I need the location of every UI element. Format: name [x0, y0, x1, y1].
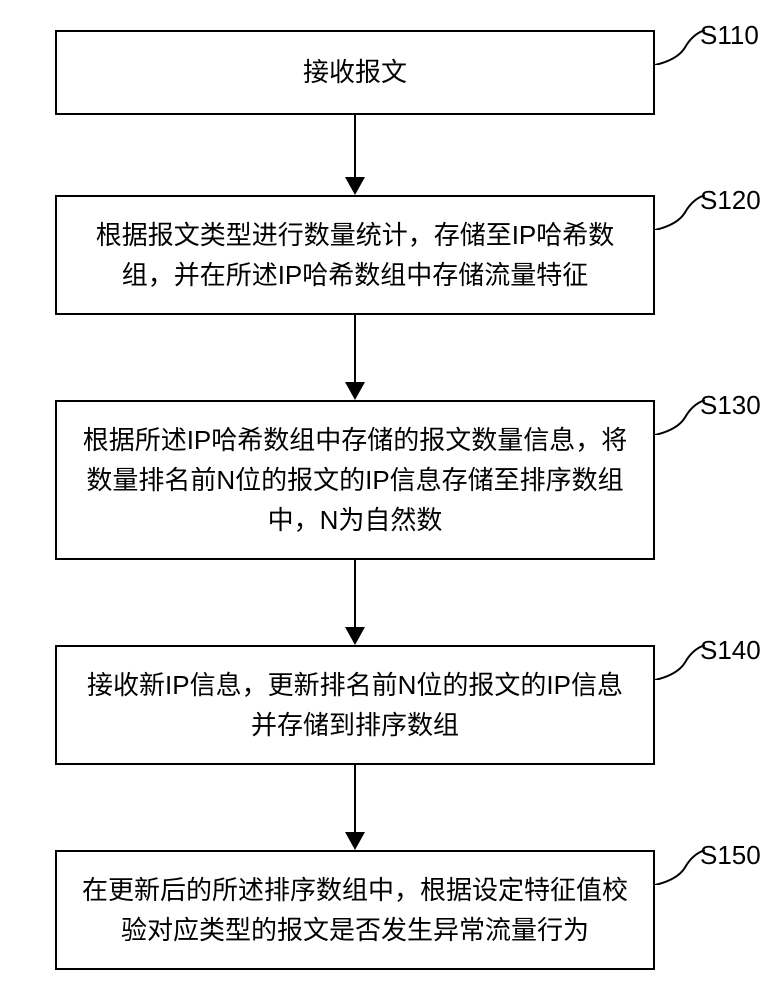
step-box-s140: 接收新IP信息，更新排名前N位的报文的IP信息并存储到排序数组 — [55, 645, 655, 765]
arrow-head — [345, 177, 365, 195]
step-box-s130: 根据所述IP哈希数组中存储的报文数量信息，将数量排名前N位的报文的IP信息存储至… — [55, 400, 655, 560]
arrow-head — [345, 627, 365, 645]
step-label-s110: S110 — [700, 20, 759, 51]
step-text: 接收报文 — [303, 52, 407, 92]
arrow-line — [354, 765, 356, 832]
step-label-s140: S140 — [700, 635, 761, 666]
step-box-s150: 在更新后的所述排序数组中，根据设定特征值校验对应类型的报文是否发生异常流量行为 — [55, 850, 655, 970]
step-label-s120: S120 — [700, 185, 761, 216]
step-text: 根据所述IP哈希数组中存储的报文数量信息，将数量排名前N位的报文的IP信息存储至… — [75, 420, 635, 541]
step-box-s110: 接收报文 — [55, 30, 655, 115]
arrow-head — [345, 382, 365, 400]
arrow-line — [354, 115, 356, 177]
arrow-line — [354, 315, 356, 382]
label-connector-curve — [655, 30, 705, 65]
label-connector-curve — [655, 400, 705, 435]
step-text: 在更新后的所述排序数组中，根据设定特征值校验对应类型的报文是否发生异常流量行为 — [75, 870, 635, 951]
label-connector-curve — [655, 850, 705, 885]
flowchart-canvas: 接收报文 S110 根据报文类型进行数量统计，存储至IP哈希数组，并在所述IP哈希数… — [0, 0, 780, 1000]
step-label-s130: S130 — [700, 390, 761, 421]
step-text: 根据报文类型进行数量统计，存储至IP哈希数组，并在所述IP哈希数组中存储流量特征 — [75, 215, 635, 296]
step-text: 接收新IP信息，更新排名前N位的报文的IP信息并存储到排序数组 — [75, 665, 635, 746]
arrow-line — [354, 560, 356, 627]
label-connector-curve — [655, 195, 705, 230]
step-label-s150: S150 — [700, 840, 761, 871]
step-box-s120: 根据报文类型进行数量统计，存储至IP哈希数组，并在所述IP哈希数组中存储流量特征 — [55, 195, 655, 315]
arrow-head — [345, 832, 365, 850]
label-connector-curve — [655, 645, 705, 680]
